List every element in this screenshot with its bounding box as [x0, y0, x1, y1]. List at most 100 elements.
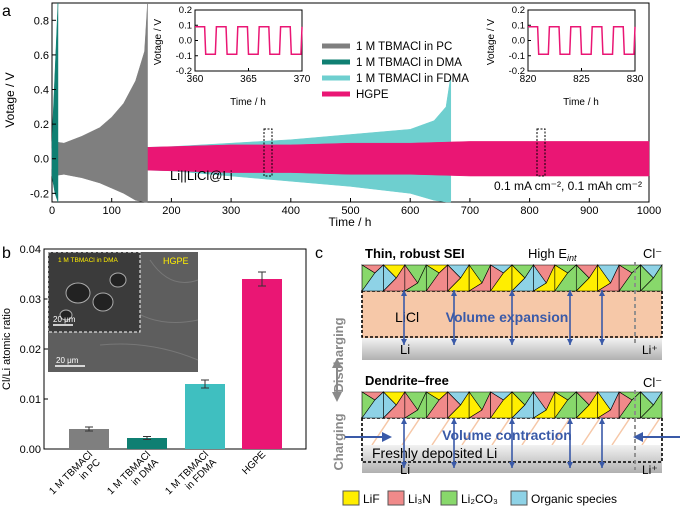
sei-layer-bottom: [360, 390, 663, 419]
li-layer-top: [362, 338, 662, 360]
sem-label-hgpe: HGPE: [163, 256, 189, 266]
bottom-deposit-label: Freshly deposited Li: [372, 445, 497, 461]
legend-label-lif: LiF: [363, 492, 380, 506]
inset-x-tick: 820: [520, 74, 537, 85]
legend-swatch-organic: [510, 490, 528, 506]
x-tick-label: 0: [49, 205, 55, 217]
inset-x-tick: 830: [627, 74, 644, 85]
x-tick-label-b: 1 M TBMAClin PC: [47, 449, 103, 505]
x-tick-label: 100: [103, 205, 121, 217]
y-tick-label: 0.4: [34, 85, 49, 97]
x-tick-label: 200: [162, 205, 180, 217]
inset-y-tick: -0.2: [176, 66, 192, 77]
condition-annotation: 0.1 mA cm⁻², 0.1 mAh cm⁻²: [494, 179, 642, 193]
side-label-charging: Charging: [331, 413, 346, 470]
legend-label-li3n: Li₃N: [408, 492, 431, 506]
legend-label-li2co3: Li₂CO₃: [461, 492, 498, 506]
legend-swatch-li2co3: [440, 490, 458, 506]
inset-y-tick: 0.1: [179, 20, 192, 31]
x-tick-label: 600: [401, 205, 419, 217]
inset-y-tick: 0.2: [512, 5, 525, 16]
side-label-discharging: Discharging: [331, 317, 346, 392]
series-band-0: [51, 2, 148, 203]
x-tick-label-b: HGPE: [240, 449, 268, 477]
sei-grain: [639, 390, 663, 419]
bottom-liplus-label: Li⁺: [642, 463, 658, 477]
cell-annotation: Li||LiCl@Li: [170, 168, 233, 183]
inset-y-tick: 0.0: [179, 36, 192, 47]
x-tick-label: 400: [282, 205, 300, 217]
inset-x-tick: 360: [187, 74, 204, 85]
x-tick-label-b: 1 M TBMAClin FDMA: [163, 449, 219, 505]
inset-y-tick: -0.1: [509, 51, 525, 62]
inset-x-tick: 370: [294, 74, 311, 85]
y-tick-label: 0.6: [34, 50, 49, 62]
voltage-bands: [51, 2, 650, 203]
inset-y-tick: 0.2: [179, 5, 192, 16]
inset-x-tick: 825: [573, 74, 590, 85]
top-ion: Cl⁻: [643, 246, 662, 261]
highlight-box-365: [263, 128, 273, 177]
y-tick-label-b: 0.04: [20, 244, 41, 256]
bar: [69, 429, 109, 449]
inset-y-tick: 0.1: [512, 20, 525, 31]
li-ion-arrows: [401, 290, 605, 468]
chart-b: 1 M TBMAClin PC 1 M TBMAClin DMA 1 M TBMAC…: [1, 244, 307, 505]
x-axis-label-a: Time / h: [329, 215, 372, 229]
top-title: Thin, robust SEI: [365, 246, 465, 261]
panel-label-b: b: [2, 245, 11, 262]
legend-a: 1 M TBMACl in PC 1 M TBMACl in DMA 1 M T…: [322, 41, 469, 101]
top-liplus-label: Li⁺: [642, 343, 658, 357]
y-tick-label-b: 0.00: [20, 444, 41, 456]
legend-swatch-lif: [342, 490, 360, 506]
x-tick-label: 900: [580, 205, 598, 217]
y-tick-label: 0.0: [34, 154, 49, 166]
series-band-3: [51, 141, 650, 177]
sem-scale-large: 20 μm: [56, 356, 79, 365]
inset-y-label-365: Votage / V: [153, 19, 164, 65]
y-tick-label-b: 0.03: [20, 294, 41, 306]
inset-x-label-825: Time / h: [563, 97, 599, 108]
y-tick-label-b: 0.02: [20, 344, 41, 356]
y-axis-label-a: Votage / V: [3, 72, 17, 127]
top-energy: High Eint: [528, 246, 577, 263]
legend-label-hgpe: HGPE: [356, 89, 389, 101]
y-tick-label: 0.2: [34, 119, 49, 131]
bar: [127, 438, 167, 449]
x-tick-label: 700: [461, 205, 479, 217]
inset-y-label-825: Votage / V: [486, 19, 497, 65]
inset-chart-365: Votage / V Time / h 360 365 370 -0.2 -0.1 0.0…: [153, 5, 311, 108]
legend-label-organic: Organic species: [531, 492, 617, 506]
series-band-1: [51, 2, 59, 203]
bottom-center-label: Volume contraction: [442, 427, 572, 443]
inset-y-tick: 0.0: [512, 36, 525, 47]
bar: [185, 384, 225, 449]
y-tick-label: 0.8: [34, 15, 49, 27]
inset-y-tick: -0.2: [509, 66, 525, 77]
highlight-box-825: [536, 128, 546, 177]
legend-c: LiF Li₃N Li₂CO₃ Organic species: [342, 490, 617, 506]
panel-label-c: c: [315, 245, 323, 262]
y-axis-label-b: Cl/Li atomic ratio: [1, 308, 13, 390]
inset-line: [195, 26, 303, 55]
top-center-label: Volume expansion: [446, 309, 569, 325]
inset-y-tick: -0.1: [176, 51, 192, 62]
inset-x-tick: 365: [240, 74, 257, 85]
legend-label-dma: 1 M TBMACl in DMA: [356, 57, 462, 69]
sei-grain: [639, 263, 663, 292]
legend-label-fdma: 1 M TBMACl in FDMA: [356, 73, 469, 85]
sei-layer-top: [360, 263, 663, 292]
x-tick-label: 1000: [637, 205, 661, 217]
inset-line: [528, 26, 636, 55]
top-layer-label: LiCl: [395, 309, 419, 325]
inset-chart-825: Votage / V Time / h 820 825 830 -0.2 -0.1 0.0…: [486, 5, 644, 108]
x-tick-label: 300: [222, 205, 240, 217]
sem-image-inset: 1 M TBMACl in DMA HGPE 20 μm 20 μm: [47, 251, 199, 372]
x-tick-label: 800: [520, 205, 538, 217]
bottom-ion: Cl⁻: [643, 375, 662, 390]
bar: [242, 279, 282, 449]
legend-swatch-li3n: [387, 490, 405, 506]
top-li-label: Li: [400, 342, 410, 357]
legend-label-pc: 1 M TBMACl in PC: [356, 41, 452, 53]
